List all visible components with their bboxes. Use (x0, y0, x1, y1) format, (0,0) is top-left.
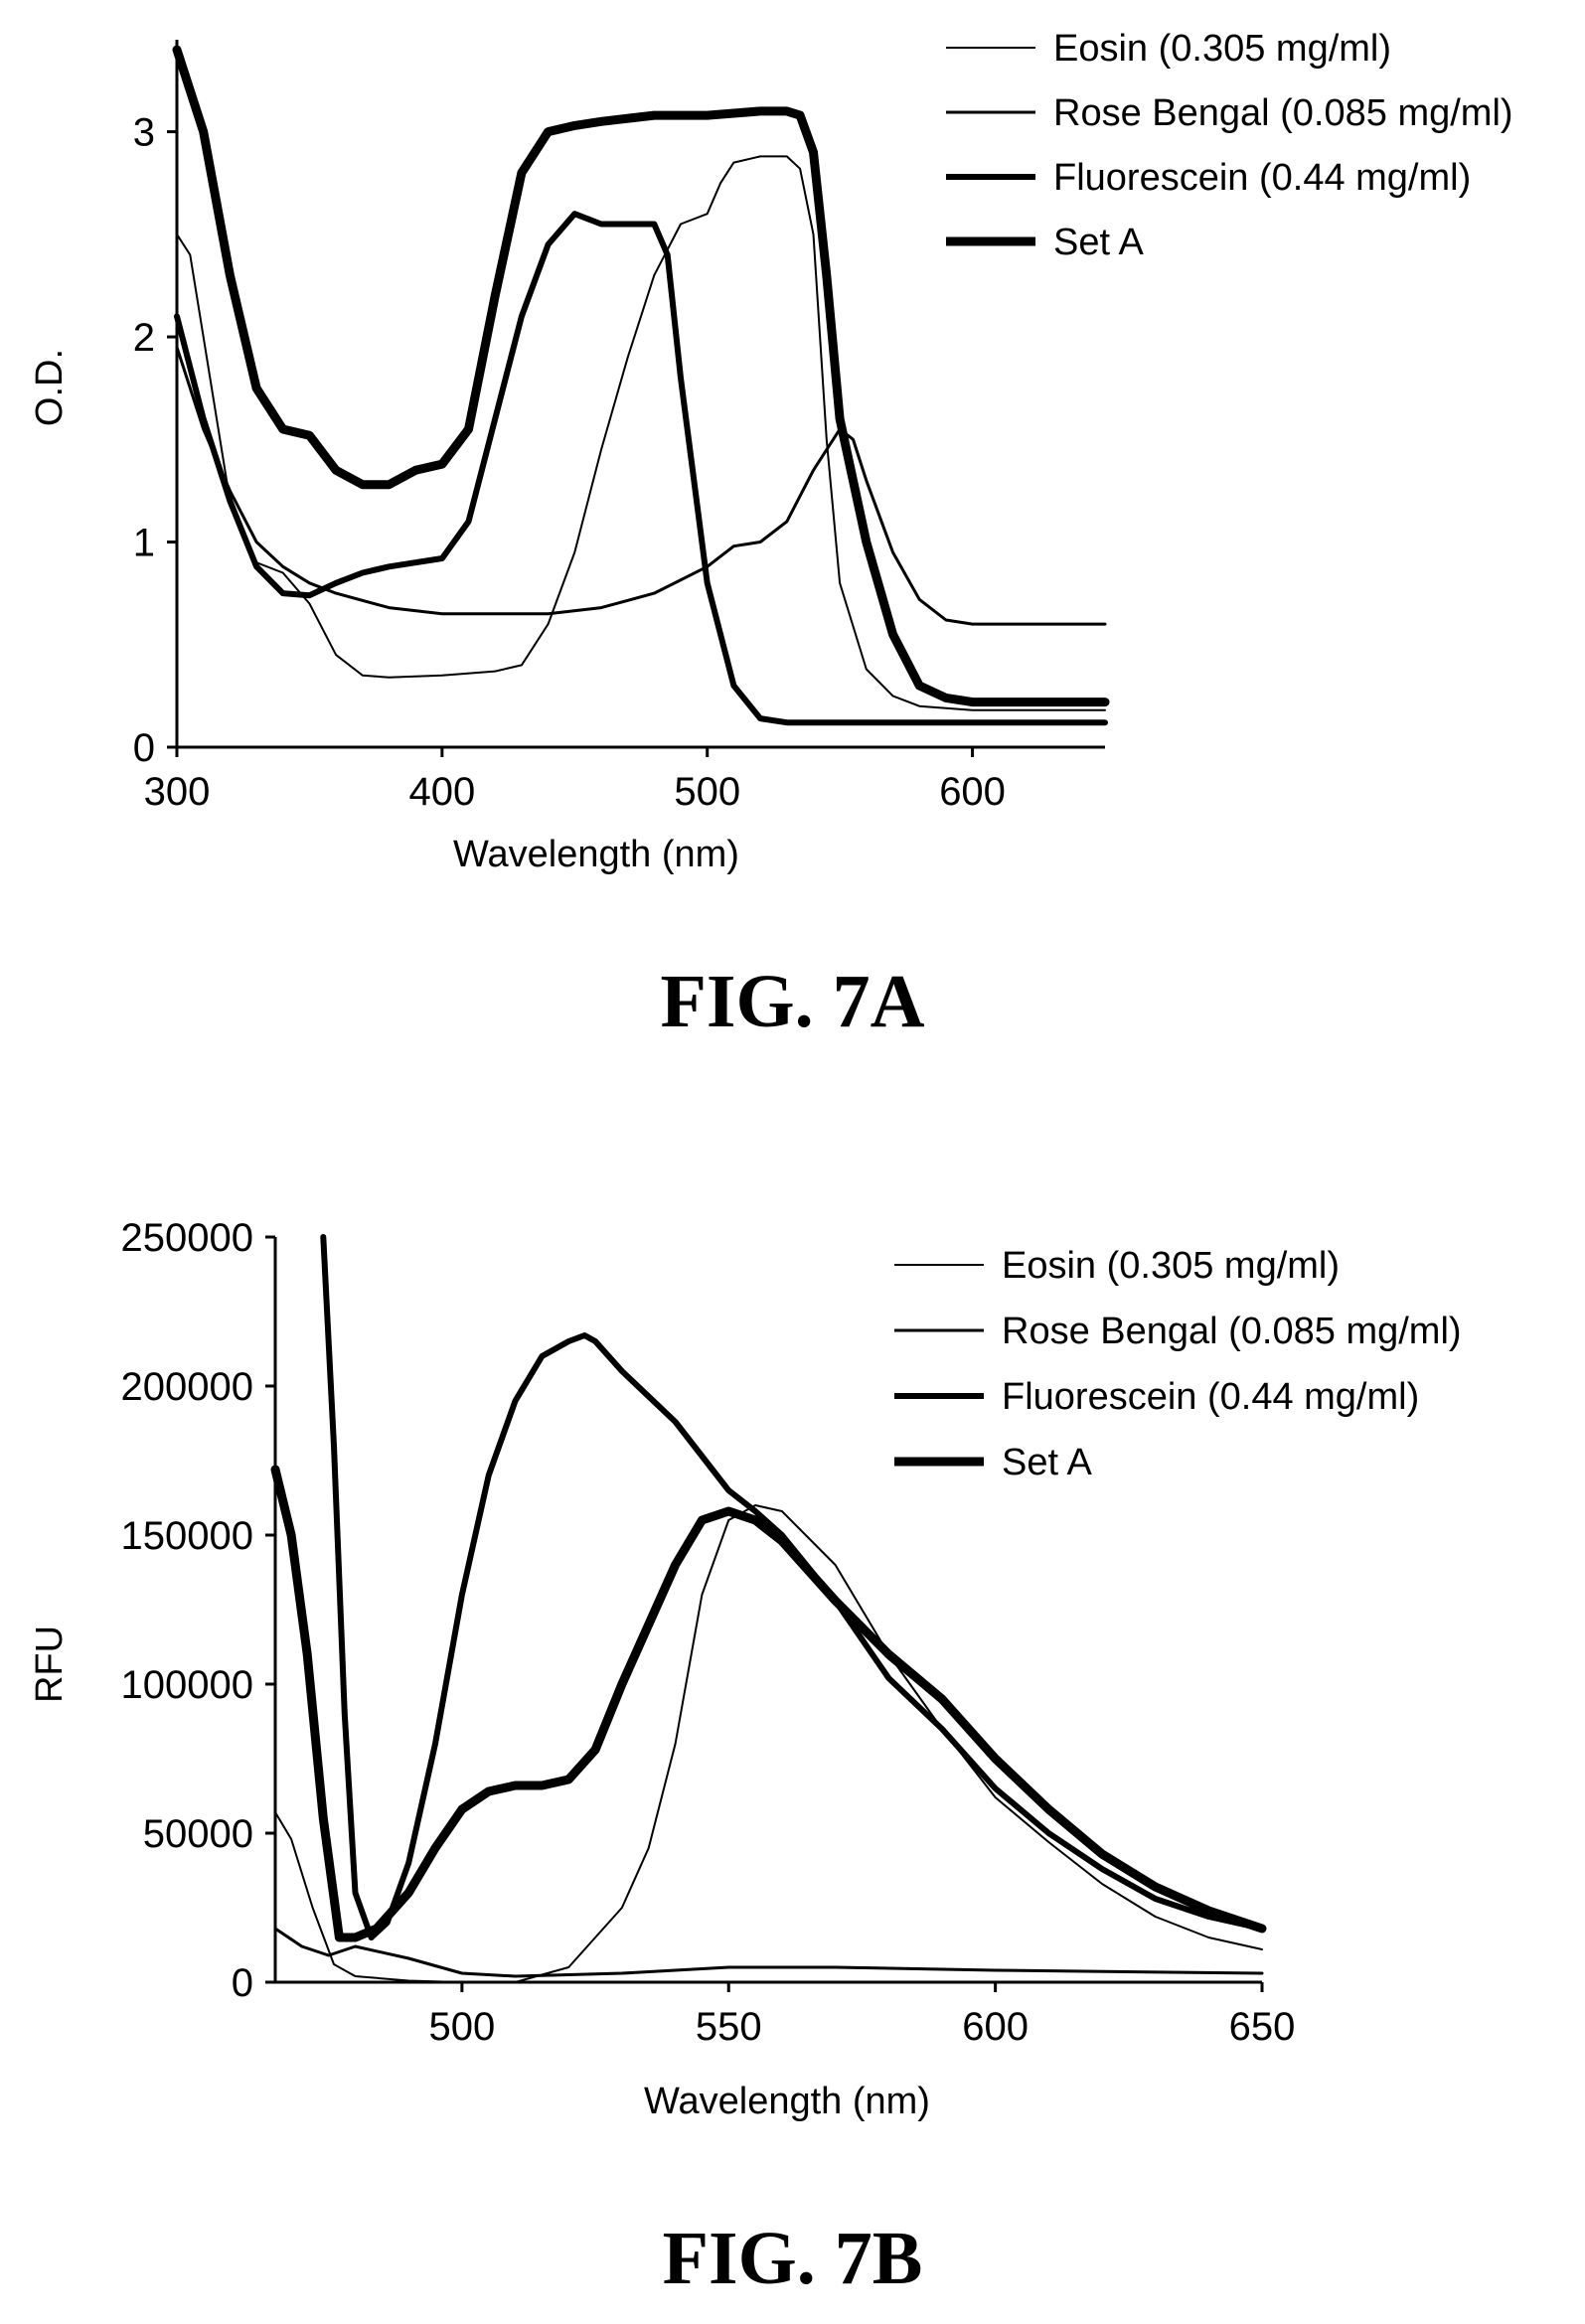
chart-7a-x-label: Wavelength (nm) (453, 834, 739, 875)
chart-7a-legend: Eosin (0.305 mg/ml) Rose Bengal (0.085 mg… (946, 28, 1513, 263)
series-line-2 (273, 1927, 1264, 1978)
x-tick-label: 650 (1229, 2005, 1296, 2049)
chart-7a-y-label: O.D. (29, 349, 71, 426)
series-line-4 (172, 45, 1110, 707)
y-tick-label: 50000 (143, 1812, 253, 1856)
legend-label: Rose Bengal (0.085 mg/ml) (1053, 92, 1513, 134)
chart-7a-axes (175, 40, 1105, 749)
series-line-2 (175, 345, 1107, 626)
y-tick-label: 1 (133, 522, 155, 565)
y-tick-label: 100000 (121, 1663, 253, 1707)
series-line-4 (270, 1465, 1267, 1942)
series-line-3 (174, 211, 1108, 726)
x-tick-label: 500 (428, 2005, 495, 2049)
series-line-1 (274, 1504, 1263, 1983)
chart-7a-ticks: 300 400 500 600 0 1 2 3 (133, 111, 1006, 814)
chart-7b-x-label: Wavelength (nm) (644, 2081, 930, 2122)
legend-label: Fluorescein (0.44 mg/ml) (1002, 1376, 1419, 1418)
y-tick-label: 0 (232, 1961, 253, 2005)
chart-7b-ticks: 500 550 600 650 0 50000 100000 150000 200000 2500… (121, 1216, 1296, 2049)
y-tick-label: 0 (133, 726, 155, 770)
y-tick-label: 3 (133, 111, 155, 155)
x-tick-label: 400 (408, 770, 475, 814)
legend-label: Eosin (0.305 mg/ml) (1002, 1245, 1340, 1287)
x-tick-label: 600 (962, 2005, 1029, 2049)
figure-7a-caption: FIG. 7A (660, 960, 925, 1043)
chart-7b: 500 550 600 650 0 50000 100000 150000 200000 2500… (29, 1216, 1462, 2122)
chart-7b-y-label: RFU (29, 1626, 71, 1703)
legend-label: Eosin (0.305 mg/ml) (1053, 28, 1391, 70)
x-tick-label: 550 (696, 2005, 762, 2049)
x-tick-label: 600 (939, 770, 1006, 814)
x-tick-label: 300 (144, 770, 211, 814)
y-tick-label: 250000 (121, 1216, 253, 1260)
chart-7b-series (270, 1234, 1267, 1983)
figure-7b-caption: FIG. 7B (662, 2217, 923, 2300)
series-line-1 (176, 155, 1106, 711)
legend-label: Set A (1002, 1442, 1092, 1483)
legend-label: Fluorescein (0.44 mg/ml) (1053, 157, 1471, 199)
chart-7a: 300 400 500 600 0 1 2 3 Wavelength (nm) O.D. Eo… (29, 28, 1513, 875)
y-tick-label: 200000 (121, 1365, 253, 1409)
chart-7b-legend: Eosin (0.305 mg/ml) Rose Bengal (0.085 mg… (894, 1245, 1462, 1483)
y-tick-label: 2 (133, 316, 155, 360)
x-tick-label: 500 (674, 770, 740, 814)
chart-7a-series (172, 45, 1110, 726)
legend-label: Rose Bengal (0.085 mg/ml) (1002, 1311, 1462, 1352)
y-tick-label: 150000 (121, 1514, 253, 1558)
legend-label: Set A (1053, 222, 1144, 263)
